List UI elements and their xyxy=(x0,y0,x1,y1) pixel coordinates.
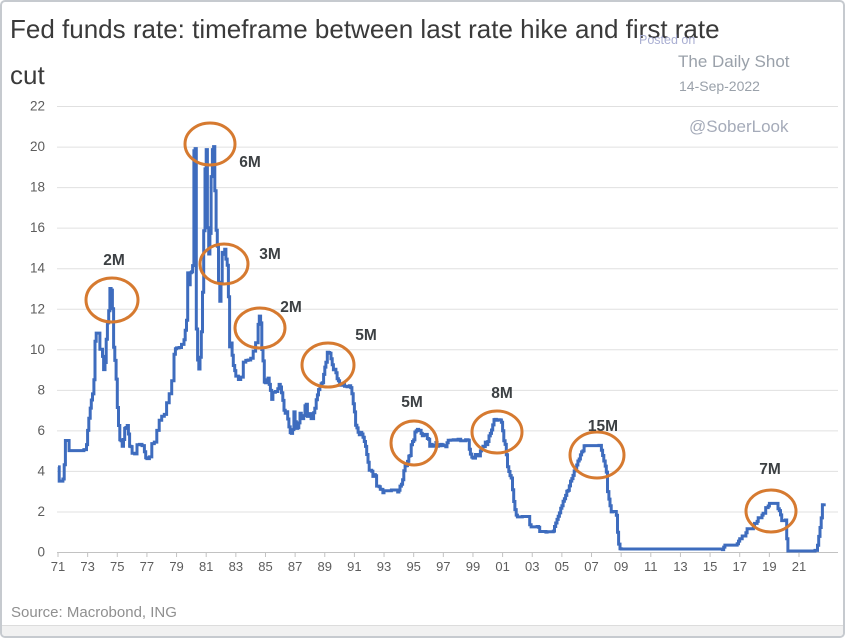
peak-circle-15m xyxy=(568,430,626,480)
chart-title: Fed funds rate: timeframe between last r… xyxy=(10,6,810,98)
annotation-circles xyxy=(84,121,798,534)
svg-text:22: 22 xyxy=(30,99,45,114)
peak-circle-2m xyxy=(84,276,140,324)
peak-label-5m: 5M xyxy=(355,327,377,344)
svg-text:2: 2 xyxy=(37,504,45,519)
chart-title-line1: Fed funds rate: timeframe between last r… xyxy=(10,14,720,44)
y-tick-labels: 0 2 4 6 8 10 12 14 16 18 20 22 xyxy=(30,99,46,560)
peak-circle-3m xyxy=(198,242,250,286)
peak-label-5m: 5M xyxy=(401,394,423,411)
svg-text:12: 12 xyxy=(30,301,45,316)
x-tick-labels: 71 73 75 77 79 81 83 85 87 89 91 93 95 97 99 01 03 05 07 09… xyxy=(51,559,806,574)
svg-text:13: 13 xyxy=(673,559,687,574)
svg-text:89: 89 xyxy=(318,559,332,574)
peak-circle-2m xyxy=(233,306,287,350)
svg-text:0: 0 xyxy=(37,545,45,560)
peak-circle-8m xyxy=(470,409,524,455)
peak-label-6m: 6M xyxy=(239,154,261,171)
fed-funds-rate-chart: 0 2 4 6 8 10 12 14 16 18 20 22 71 73 75 77 79 81 83 85 87 89 9… xyxy=(30,99,838,574)
source-note: Source: Macrobond, ING xyxy=(11,604,177,621)
svg-text:4: 4 xyxy=(37,463,45,478)
svg-text:14: 14 xyxy=(30,261,46,276)
peak-label-2m: 2M xyxy=(103,252,125,269)
svg-text:81: 81 xyxy=(199,559,213,574)
svg-text:01: 01 xyxy=(495,559,509,574)
post-date: 14-Sep-2022 xyxy=(679,78,760,94)
svg-text:99: 99 xyxy=(466,559,480,574)
svg-text:8: 8 xyxy=(37,382,45,397)
svg-text:15: 15 xyxy=(703,559,717,574)
svg-text:20: 20 xyxy=(30,139,45,154)
svg-text:07: 07 xyxy=(584,559,598,574)
svg-text:91: 91 xyxy=(347,559,361,574)
peak-label-3m: 3M xyxy=(259,246,281,263)
chart-title-line2: cut xyxy=(10,60,45,90)
posted-on-label: Posted on xyxy=(639,33,696,47)
svg-text:97: 97 xyxy=(436,559,450,574)
peak-circle-7m xyxy=(744,488,798,534)
svg-text:83: 83 xyxy=(229,559,243,574)
peak-label-15m: 15M xyxy=(588,418,618,435)
svg-text:03: 03 xyxy=(525,559,539,574)
svg-text:87: 87 xyxy=(288,559,302,574)
footer-strip xyxy=(2,625,843,636)
annotation-labels: 2M 6M 3M 2M 5M 5M 8M 15M 7M xyxy=(103,154,781,478)
svg-text:71: 71 xyxy=(51,559,65,574)
svg-text:19: 19 xyxy=(762,559,776,574)
svg-text:77: 77 xyxy=(140,559,154,574)
svg-text:79: 79 xyxy=(169,559,183,574)
peak-circle-5m xyxy=(300,341,356,389)
svg-text:73: 73 xyxy=(80,559,94,574)
soberlook-handle: @SoberLook xyxy=(689,117,789,136)
daily-shot-label: The Daily Shot xyxy=(678,52,790,71)
svg-text:09: 09 xyxy=(614,559,628,574)
svg-text:18: 18 xyxy=(30,180,45,195)
svg-text:6: 6 xyxy=(37,423,45,438)
rate-line xyxy=(57,145,826,553)
svg-text:85: 85 xyxy=(258,559,272,574)
peak-circle-6m xyxy=(183,121,237,167)
peak-label-8m: 8M xyxy=(491,385,513,402)
svg-text:11: 11 xyxy=(644,559,658,574)
svg-text:17: 17 xyxy=(732,559,746,574)
svg-text:21: 21 xyxy=(792,559,806,574)
y-gridlines xyxy=(57,106,838,553)
svg-text:75: 75 xyxy=(110,559,124,574)
svg-text:05: 05 xyxy=(555,559,569,574)
svg-text:16: 16 xyxy=(30,220,45,235)
svg-text:10: 10 xyxy=(30,342,45,357)
peak-circle-5m xyxy=(389,419,439,467)
peak-label-2m: 2M xyxy=(280,299,302,316)
svg-text:95: 95 xyxy=(406,559,420,574)
svg-text:93: 93 xyxy=(377,559,391,574)
peak-label-7m: 7M xyxy=(759,461,781,478)
x-axis-ticks xyxy=(57,552,800,557)
